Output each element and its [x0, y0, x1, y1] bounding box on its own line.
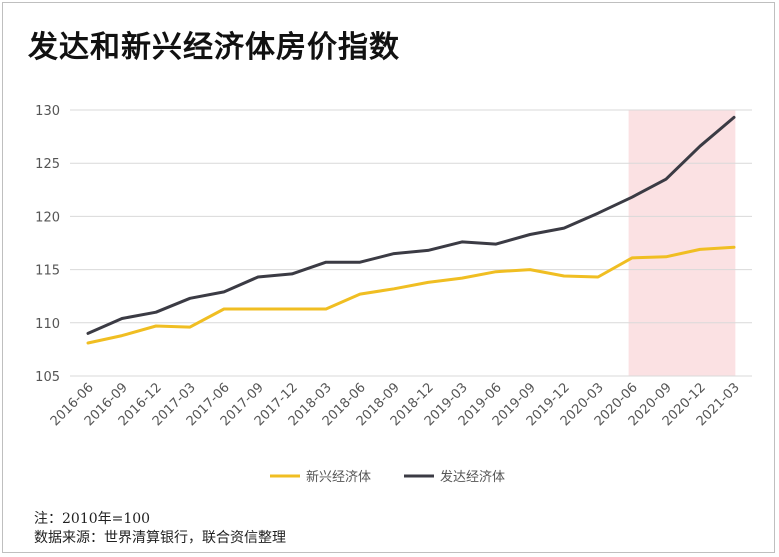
note-base-year: 注：2010年=100 [34, 511, 151, 527]
y-tick-label: 105 [35, 370, 60, 385]
highlight-region [628, 110, 736, 376]
y-axis-tick-labels: 105 110 115 120 125 130 [35, 104, 60, 385]
y-tick-label: 125 [35, 157, 60, 172]
legend-label: 新兴经济体 [306, 469, 371, 485]
legend: 新兴经济体 发达经济体 [270, 469, 505, 485]
chart-title: 发达和新兴经济体房价指数 [28, 30, 400, 65]
y-tick-label: 110 [35, 317, 60, 332]
note-data-source: 数据来源：世界清算银行，联合资信整理 [34, 530, 286, 546]
highlight-region-layer [628, 110, 736, 376]
x-axis-tick-labels: 2016-062016-092016-122017-032017-062017-… [48, 380, 743, 429]
series-line-developed [86, 115, 736, 335]
y-tick-label: 120 [35, 210, 60, 225]
series-lines [86, 115, 736, 345]
legend-label: 发达经济体 [440, 469, 505, 485]
y-tick-label: 130 [35, 104, 60, 119]
series-line-emerging [86, 245, 736, 345]
gridlines [70, 109, 752, 377]
y-tick-label: 115 [35, 264, 60, 279]
